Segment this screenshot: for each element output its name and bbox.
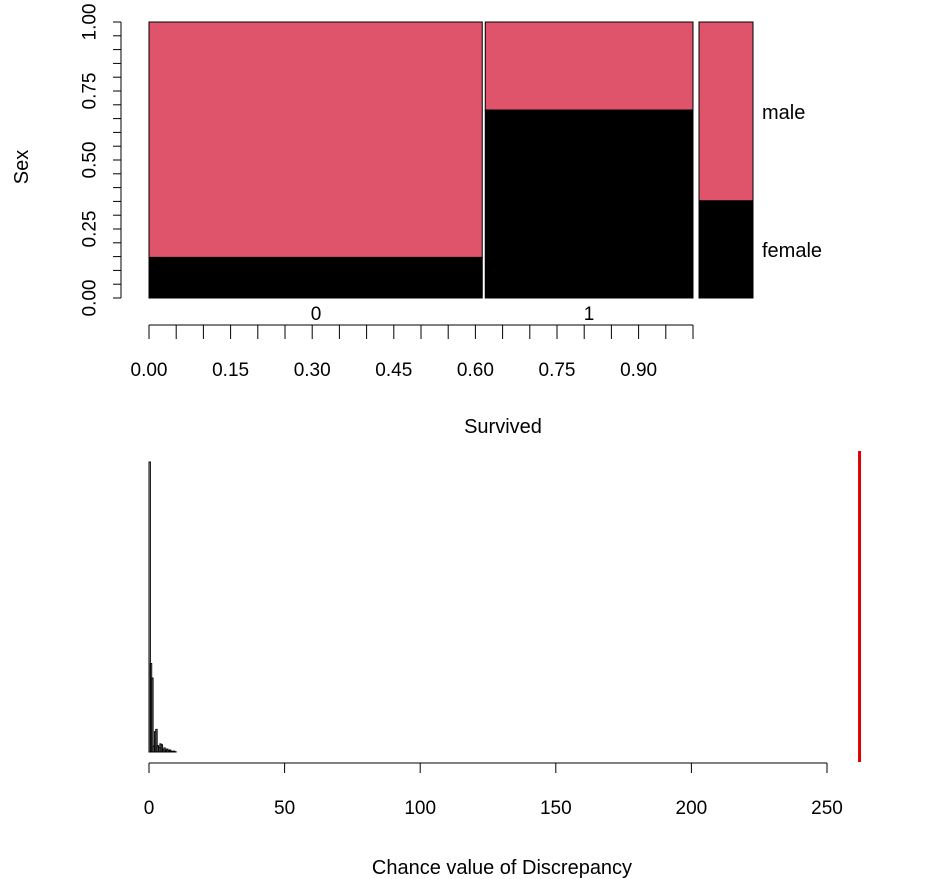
histogram-bar [155,728,158,753]
histogram-x-tick-label: 150 [540,798,572,819]
histogram-bar [151,677,154,753]
x-tick-label: 0.75 [539,360,576,381]
x-tick-label: 0.30 [294,360,331,381]
x-tick-label: 0.15 [212,360,249,381]
x-category-label-0: 0 [311,304,322,325]
x-category-label-1: 1 [584,304,595,325]
histogram-x-tick-label: 250 [811,798,843,819]
histogram-x-tick-label: 0 [144,798,155,819]
histogram-bar [160,744,164,753]
y-axis-title: Sex [11,150,33,184]
marginal-cell-male [698,21,754,202]
histogram-x-axis: 0 50 100 150 200 250 [144,762,843,819]
x-tick-label: 0.00 [131,360,168,381]
legend-label-female: female [762,240,822,262]
y-tick-label: 0.50 [80,142,101,179]
histogram-x-tick-label: 100 [404,798,436,819]
mosaic-cell-female-1 [484,109,694,299]
mosaic-cell-female-0 [148,256,483,299]
x-axis: 0.00 0.15 0.30 0.45 0.60 0.75 0.90 [131,324,694,381]
x-axis-title: Survived [464,416,542,438]
legend-label-male: male [762,102,805,124]
y-axis: 0.00 0.25 0.50 0.75 1.00 [80,4,122,317]
histogram-x-tick-label: 200 [676,798,708,819]
mosaic-cell-male-0 [148,21,483,258]
x-tick-label: 0.45 [375,360,412,381]
mosaic-marginal-bar [698,21,754,299]
y-tick-label: 1.00 [80,4,101,41]
y-tick-label: 0.25 [80,211,101,248]
histogram-x-tick-label: 50 [274,798,295,819]
histogram-plot: 0 50 100 150 200 250 Chance value of Discrepa… [144,451,862,879]
histogram-x-axis-title: Chance value of Discrepancy [372,857,632,879]
x-tick-label: 0.60 [457,360,494,381]
marginal-cell-female [698,200,754,299]
y-tick-label: 0.00 [80,280,101,317]
mosaic-plot: 0.00 0.25 0.50 0.75 1.00 0.00 0.15 0.30 0.45 0.6… [11,4,822,438]
x-tick-label: 0.90 [620,360,657,381]
mosaic-cell-male-1 [484,21,694,111]
mosaic-cells [148,21,694,299]
histogram-bar [148,461,151,753]
histogram-bars [148,461,177,753]
y-tick-label: 0.75 [80,73,101,110]
